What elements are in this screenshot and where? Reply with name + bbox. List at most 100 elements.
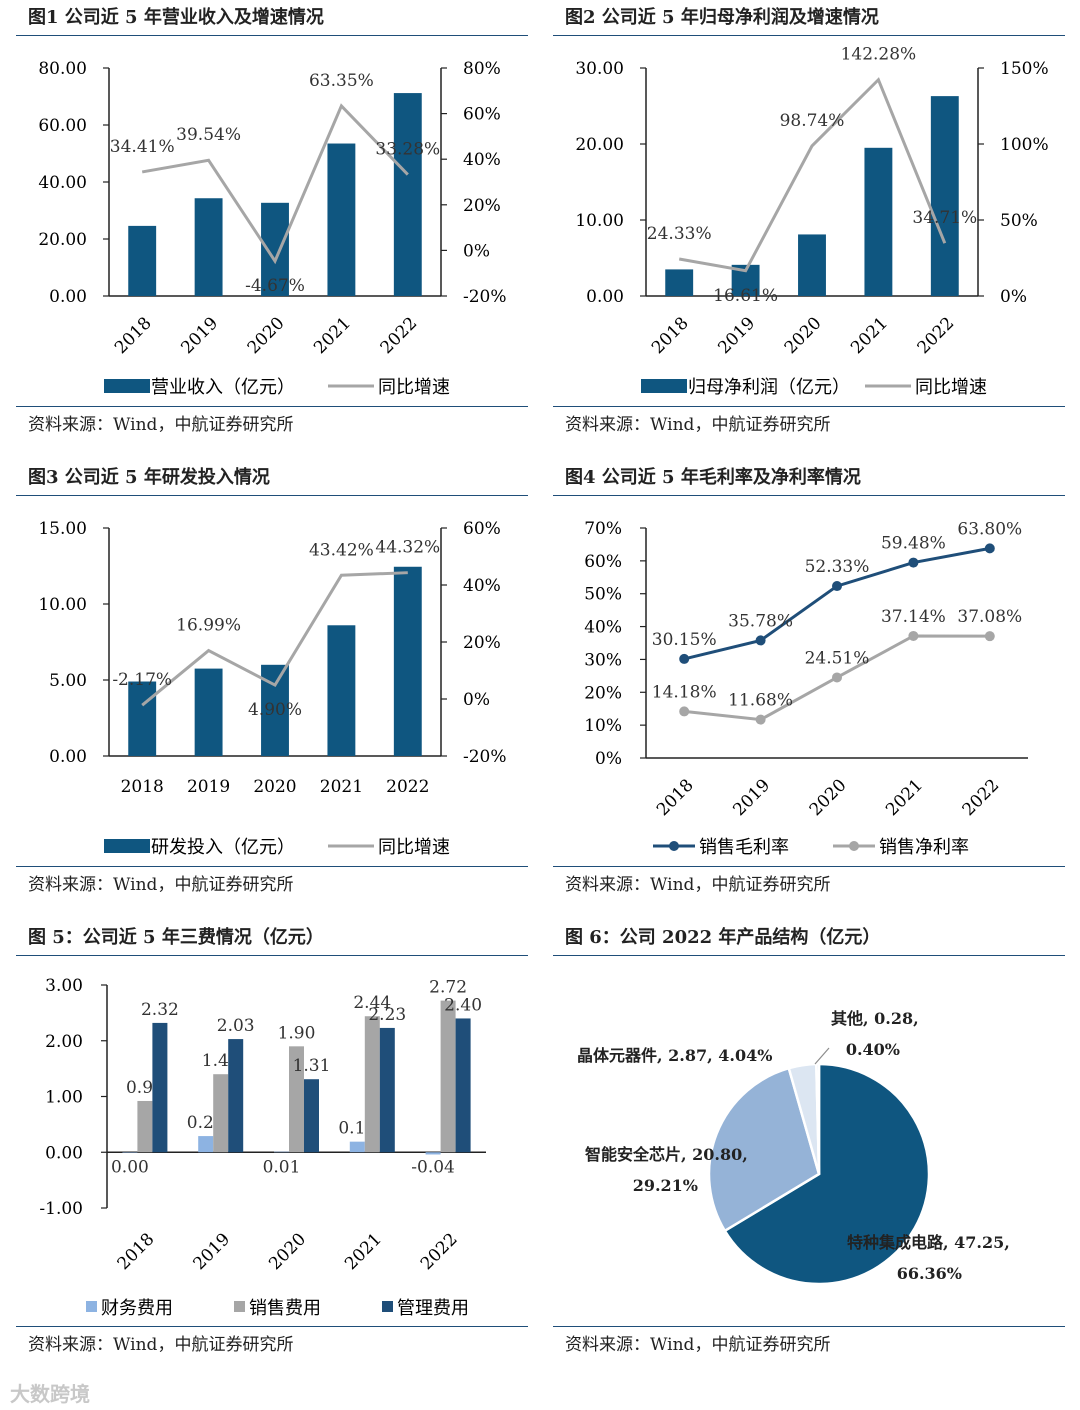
legend-label: 销售毛利率 xyxy=(699,837,789,858)
y-tick-label: 40% xyxy=(584,618,622,638)
x-tick-label: 2020 xyxy=(265,1229,310,1274)
y-tick-label-left: 5.00 xyxy=(49,671,87,691)
y-tick-label: 1.00 xyxy=(45,1088,83,1108)
expenses-chart-svg: -1.000.001.002.003.000.000.922.3220180.2… xyxy=(39,976,486,1319)
x-tick-label: 2020 xyxy=(253,777,296,797)
legend-swatch xyxy=(234,1301,245,1312)
bar xyxy=(274,1151,289,1153)
data-label: 2.40 xyxy=(444,995,482,1015)
bar xyxy=(930,96,959,296)
chart-title: 图4 公司近 5 年毛利率及净利率情况 xyxy=(553,460,1065,496)
bar xyxy=(122,1152,138,1153)
watermark: 大数跨境 xyxy=(10,1382,90,1406)
chart-title: 图3 公司近 5 年研发投入情况 xyxy=(16,460,528,496)
bar xyxy=(425,1152,441,1155)
panel-revenue: 图1 公司近 5 年营业收入及增速情况 0.00 20.00 40.00 60.00 8… xyxy=(16,0,528,446)
pie-label: 其他, 0.28, xyxy=(831,1009,919,1028)
y-tick-label-left: 10.00 xyxy=(575,211,624,231)
y-tick-label-right: 60% xyxy=(463,519,501,539)
x-tick-label: 2018 xyxy=(648,313,693,358)
data-label: 63.80% xyxy=(957,519,1022,539)
x-tick-label: 2022 xyxy=(914,313,959,358)
y-tick-label-right: 150% xyxy=(1000,59,1049,79)
bar xyxy=(194,198,223,296)
legend-swatch xyxy=(382,1301,393,1312)
y-tick-label: 2.00 xyxy=(45,1032,83,1052)
pie-slice xyxy=(723,1062,931,1286)
chart-source: 资料来源：Wind，中航证券研究所 xyxy=(553,406,1065,442)
bar xyxy=(152,1022,168,1153)
bar xyxy=(455,1018,471,1153)
legend-label-bar: 营业收入（亿元） xyxy=(151,377,295,398)
data-label: 2.23 xyxy=(368,1005,406,1025)
expenses-chart: -1.00 0.00 1.00 2.00 3.00 0.00 0.92 2.32 2018 0.2… xyxy=(16,958,528,1326)
series-point xyxy=(679,706,690,717)
y-tick-label-left: 80.00 xyxy=(38,59,87,79)
bar xyxy=(393,93,422,296)
y-tick-label-left: 40.00 xyxy=(38,173,87,193)
legend-label: 管理费用 xyxy=(397,1298,469,1319)
y-tick-label-right: 40% xyxy=(463,150,501,170)
x-tick-label: 2021 xyxy=(882,775,927,820)
pie-slice xyxy=(815,1062,821,1175)
data-label: 1.90 xyxy=(278,1023,316,1043)
series-point xyxy=(755,635,766,646)
data-label: 1.31 xyxy=(293,1056,331,1076)
data-label: 2.32 xyxy=(141,1000,179,1020)
y-tick-label-right: -20% xyxy=(463,747,507,767)
y-tick-label-left: 0.00 xyxy=(49,747,87,767)
x-tick-label: 2018 xyxy=(111,313,156,358)
data-label: 98.74% xyxy=(780,111,845,131)
data-label: 52.33% xyxy=(805,557,870,577)
x-tick-label: 2019 xyxy=(729,775,774,820)
product-pie-svg: 特种集成电路, 47.25, 66.36% 智能安全芯片, 20.80, 29.21%… xyxy=(577,1009,1010,1286)
bar xyxy=(327,143,356,296)
series-point xyxy=(984,543,995,554)
y-tick-label-right: 40% xyxy=(463,576,501,596)
series-point xyxy=(832,581,842,592)
rd-chart: 0.00 5.00 10.00 15.00 -20% 0% 20% 40% 60% 2018 201… xyxy=(16,498,528,866)
series-point xyxy=(984,631,995,642)
y-tick-label-left: 30.00 xyxy=(575,59,624,79)
legend-marker xyxy=(669,841,679,851)
chart-source: 资料来源：Wind，中航证券研究所 xyxy=(553,866,1065,902)
bar xyxy=(379,1027,395,1153)
panel-product-structure: 图 6：公司 2022 年产品结构（亿元） 特种集成电路, 47.25, 66.3… xyxy=(553,920,1065,1366)
growth-line xyxy=(678,77,947,273)
chart-source: 资料来源：Wind，中航证券研究所 xyxy=(16,406,528,442)
data-label: 39.54% xyxy=(176,125,241,145)
chart-title: 图2 公司近 5 年归母净利润及增速情况 xyxy=(553,0,1065,36)
legend-swatch-bar xyxy=(104,379,150,393)
legend-label: 财务费用 xyxy=(101,1298,173,1319)
legend-marker xyxy=(849,841,859,851)
y-tick-label: -1.00 xyxy=(39,1199,83,1219)
legend-label-line: 同比增速 xyxy=(915,377,987,398)
legend-label-bar: 研发投入（亿元） xyxy=(151,837,295,858)
bar xyxy=(304,1079,319,1153)
y-tick-label: 0.00 xyxy=(45,1143,83,1163)
pie-slice xyxy=(707,1066,821,1233)
x-tick-label: 2018 xyxy=(653,775,698,820)
data-label: -2.17% xyxy=(112,670,172,690)
pie-label: 智能安全芯片, 20.80, xyxy=(585,1145,748,1164)
y-tick-label-right: 60% xyxy=(463,105,501,125)
data-label: 33.28% xyxy=(375,140,440,160)
bar xyxy=(289,1046,304,1153)
y-tick-label-left: 0.00 xyxy=(586,287,624,307)
bar xyxy=(349,1141,365,1153)
pie-label: 29.21% xyxy=(633,1176,698,1195)
y-tick-label-left: 0.00 xyxy=(49,287,87,307)
chart-source: 资料来源：Wind，中航证券研究所 xyxy=(16,1326,528,1362)
y-tick-label-left: 10.00 xyxy=(38,595,87,615)
data-label: 14.18% xyxy=(652,682,717,702)
data-label: 34.71% xyxy=(912,208,977,228)
legend-label: 销售费用 xyxy=(249,1298,321,1319)
y-tick-label-right: 50% xyxy=(1000,211,1038,231)
data-label: 37.08% xyxy=(957,607,1022,627)
growth-line xyxy=(141,103,409,265)
data-label: 24.51% xyxy=(805,648,870,668)
legend-label: 销售净利率 xyxy=(879,837,969,858)
y-tick-label-left: 20.00 xyxy=(575,135,624,155)
y-tick-label: 70% xyxy=(584,519,622,539)
data-label: 0.00 xyxy=(111,1157,149,1177)
